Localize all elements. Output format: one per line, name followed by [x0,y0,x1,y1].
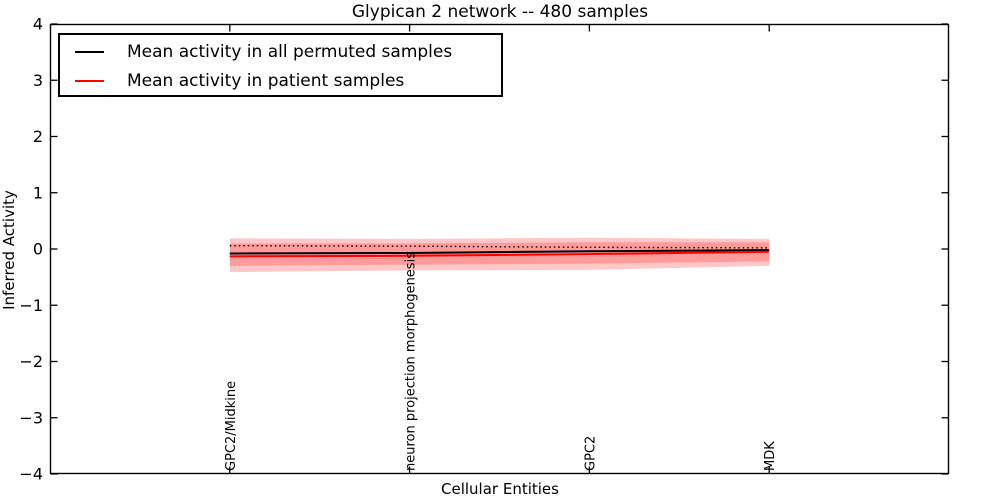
y-axis-label: Inferred Activity [0,190,18,310]
y-tick-label: 3 [33,71,43,90]
legend: Mean activity in all permuted samples Me… [58,33,503,97]
y-tick-label: −1 [19,296,43,315]
legend-line-permuted-icon [75,50,104,53]
plot-border [49,23,950,475]
series-mean-activity-in-patient-samples [229,250,770,258]
x-axis-label: Cellular Entities [441,480,559,498]
x-tick-label: neuron projection morphogenesis [404,252,419,471]
legend-item-patient: Mean activity in patient samples [60,66,501,95]
y-tick-label: −3 [19,408,43,427]
legend-item-permuted: Mean activity in all permuted samples [60,37,501,66]
y-tick-label: 1 [33,183,43,202]
x-tick-label: GPC2/Midkine [224,381,239,471]
legend-line-patient-icon [75,79,104,82]
series-mean-activity-in-all-permuted-samples [229,249,770,255]
y-tick-label: −2 [19,352,43,371]
y-tick-label: −4 [19,465,43,484]
y-tick-label: 4 [33,15,43,34]
x-tick-label: MDK [763,441,778,471]
y-tick-label: 2 [33,127,43,146]
legend-label-permuted: Mean activity in all permuted samples [127,41,453,62]
x-tick-label: GPC2 [583,436,598,471]
chart-title: Glypican 2 network -- 480 samples [351,2,649,22]
y-tick-label: 0 [33,240,43,259]
legend-label-patient: Mean activity in patient samples [127,70,405,91]
